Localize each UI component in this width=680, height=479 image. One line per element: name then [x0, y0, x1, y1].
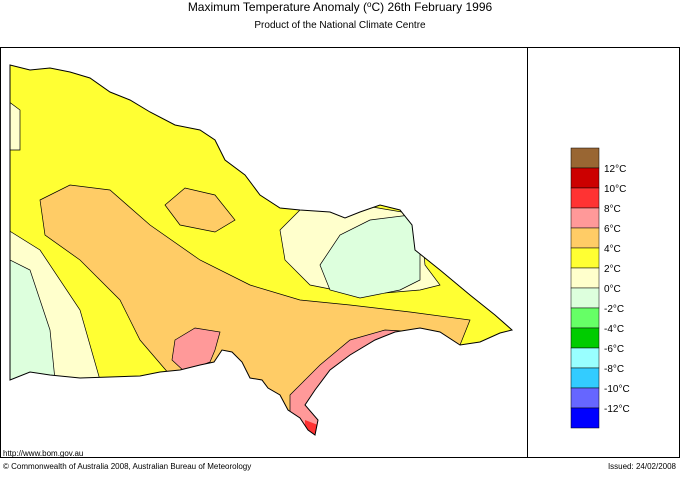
- title-text: Maximum Temperature Anomaly (: [188, 0, 367, 14]
- legend-label: 6°C: [604, 224, 621, 235]
- legend-swatch: [570, 347, 600, 369]
- legend-swatch: [570, 407, 600, 429]
- footer-copyright: © Commonwealth of Australia 2008, Austra…: [3, 462, 251, 471]
- legend-label: 10°C: [604, 184, 626, 195]
- legend-swatch: [570, 387, 600, 409]
- legend-swatch: [570, 247, 600, 269]
- region: [164, 187, 236, 233]
- legend-swatch: [570, 267, 600, 289]
- legend-label: 2°C: [604, 264, 621, 275]
- region: [10, 254, 56, 381]
- region: [10, 94, 21, 151]
- title-text: C) 26th February 1996: [371, 0, 492, 14]
- legend-label: -4°C: [604, 324, 624, 335]
- title: Maximum Temperature Anomaly (oC) 26th Fe…: [188, 0, 493, 14]
- legend-swatch: [570, 227, 600, 249]
- legend-label: 12°C: [604, 164, 626, 175]
- subtitle: Product of the National Climate Centre: [254, 20, 426, 31]
- legend: 12°C 10°C 8°C 6°C 4°C 2°C 0°C -2°C -4°C -6°C -8°C -…: [570, 147, 630, 429]
- region: [305, 420, 318, 435]
- legend-label: -12°C: [604, 404, 630, 415]
- map: [10, 65, 512, 435]
- legend-swatch: [570, 327, 600, 349]
- legend-label: -2°C: [604, 304, 624, 315]
- legend-label: -8°C: [604, 364, 624, 375]
- legend-label: 8°C: [604, 204, 621, 215]
- legend-swatch: [570, 167, 600, 189]
- footer-issued: Issued: 24/02/2008: [608, 462, 677, 471]
- title-sup: o: [367, 0, 372, 9]
- legend-swatch: [570, 147, 600, 169]
- footer-url: http://www.bom.gov.au: [3, 449, 83, 458]
- legend-label: 0°C: [604, 284, 621, 295]
- legend-label: -10°C: [604, 384, 630, 395]
- legend-label: -6°C: [604, 344, 624, 355]
- legend-swatch: [570, 307, 600, 329]
- legend-swatch: [570, 187, 600, 209]
- region: [319, 214, 421, 299]
- legend-swatch: [570, 367, 600, 389]
- region: [171, 327, 221, 373]
- legend-swatch: [570, 287, 600, 309]
- legend-label: 4°C: [604, 244, 621, 255]
- legend-swatch: [570, 207, 600, 229]
